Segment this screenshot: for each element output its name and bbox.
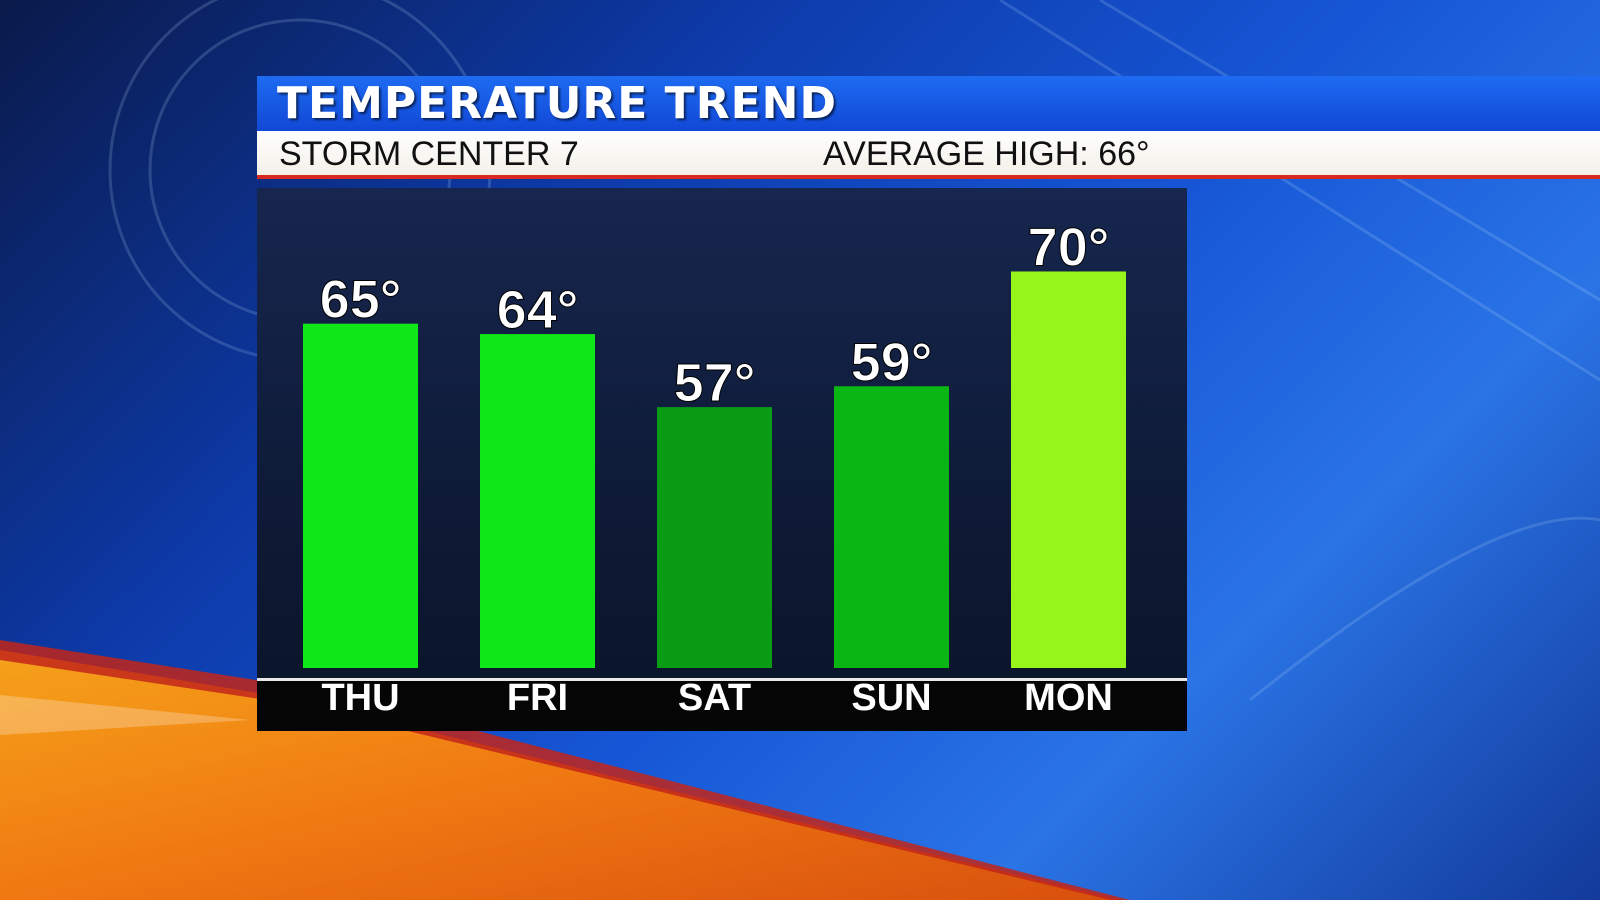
bar-thu bbox=[303, 323, 418, 668]
average-high-label: AVERAGE HIGH: bbox=[823, 135, 1089, 173]
chart-panel: 65° 64° 57° 59° 70° THU FRI SAT SUN MON bbox=[257, 188, 1187, 731]
bar-mon bbox=[1011, 271, 1126, 668]
bar-sat bbox=[657, 407, 772, 668]
value-label-fri: 64° bbox=[497, 280, 579, 340]
bar-fri bbox=[480, 334, 595, 668]
value-label-sun: 59° bbox=[851, 332, 933, 392]
tick-label-sat: SAT bbox=[678, 677, 751, 719]
bar-sun bbox=[834, 386, 949, 668]
tick-label-sun: SUN bbox=[851, 677, 931, 719]
average-high-value: 66° bbox=[1098, 135, 1150, 173]
tick-label-fri: FRI bbox=[507, 677, 568, 719]
subtitle-bar: STORM CENTER 7 AVERAGE HIGH: 66° bbox=[257, 131, 1600, 179]
day-label-strip bbox=[257, 678, 1187, 731]
chart-title: TEMPERATURE TREND bbox=[277, 78, 837, 129]
tick-label-thu: THU bbox=[321, 677, 399, 719]
title-bar: TEMPERATURE TREND bbox=[257, 76, 1600, 131]
average-high: AVERAGE HIGH: 66° bbox=[823, 135, 1150, 174]
tick-label-mon: MON bbox=[1024, 677, 1113, 719]
value-label-mon: 70° bbox=[1028, 217, 1110, 277]
station-name: STORM CENTER 7 bbox=[279, 135, 579, 173]
bar-chart: 65° 64° 57° 59° 70° bbox=[303, 217, 1126, 668]
day-labels: THU FRI SAT SUN MON bbox=[321, 677, 1113, 719]
value-label-thu: 65° bbox=[320, 270, 402, 330]
value-label-sat: 57° bbox=[674, 353, 756, 413]
